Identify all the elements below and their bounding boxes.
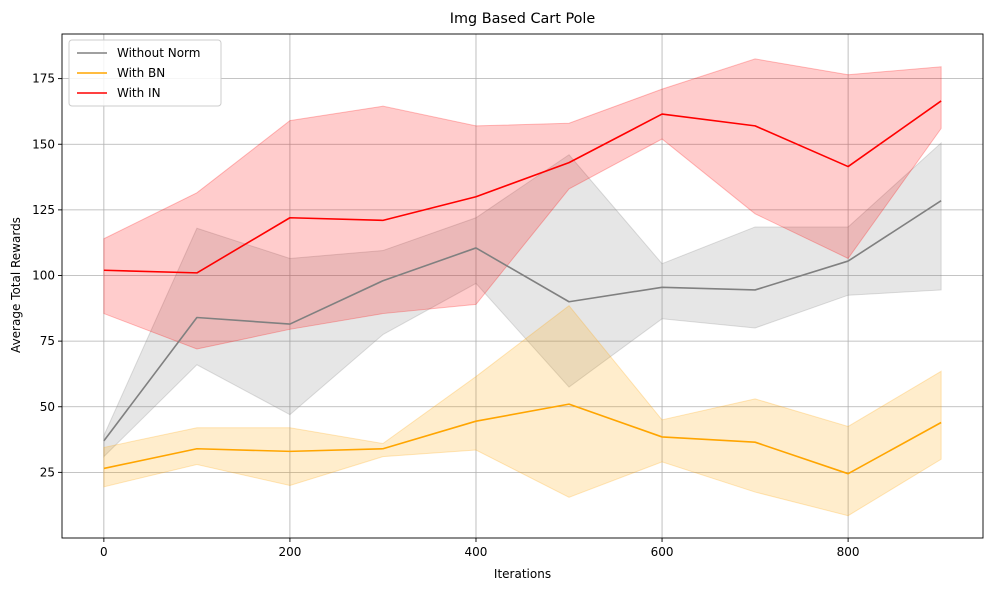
x-tick-label: 200 [278,545,301,559]
y-tick-label: 75 [40,334,55,348]
y-axis-label: Average Total Rewards [9,217,23,353]
confidence-band-1 [103,304,942,517]
confidence-band-0 [103,141,942,458]
legend-box [68,39,222,107]
series-line-0 [103,200,942,442]
plot-area: 0 200 400 600 800 25 50 75 100 125 150 175 Without N… [32,33,984,559]
x-axis-label: Iterations [494,567,551,581]
y-tick-label: 50 [40,400,55,414]
y-tick-label: 25 [40,465,55,479]
series-line-1 [103,403,942,475]
axes-frame [61,33,984,539]
y-tick-label: 150 [32,137,55,151]
x-tick-label: 600 [651,545,674,559]
x-tick-label: 400 [465,545,488,559]
confidence-band-2 [103,58,942,350]
x-tick-label: 800 [837,545,860,559]
y-tick-label: 175 [32,72,55,86]
chart-title: Img Based Cart Pole [450,11,596,27]
legend-label-0: Without Norm [117,46,200,60]
legend-label-1: With BN [117,66,165,80]
y-tick-label: 125 [32,203,55,217]
y-tick-label: 100 [32,269,55,283]
legend-label-2: With IN [117,86,161,100]
series-line-2 [103,100,942,274]
x-tick-label: 0 [100,545,108,559]
